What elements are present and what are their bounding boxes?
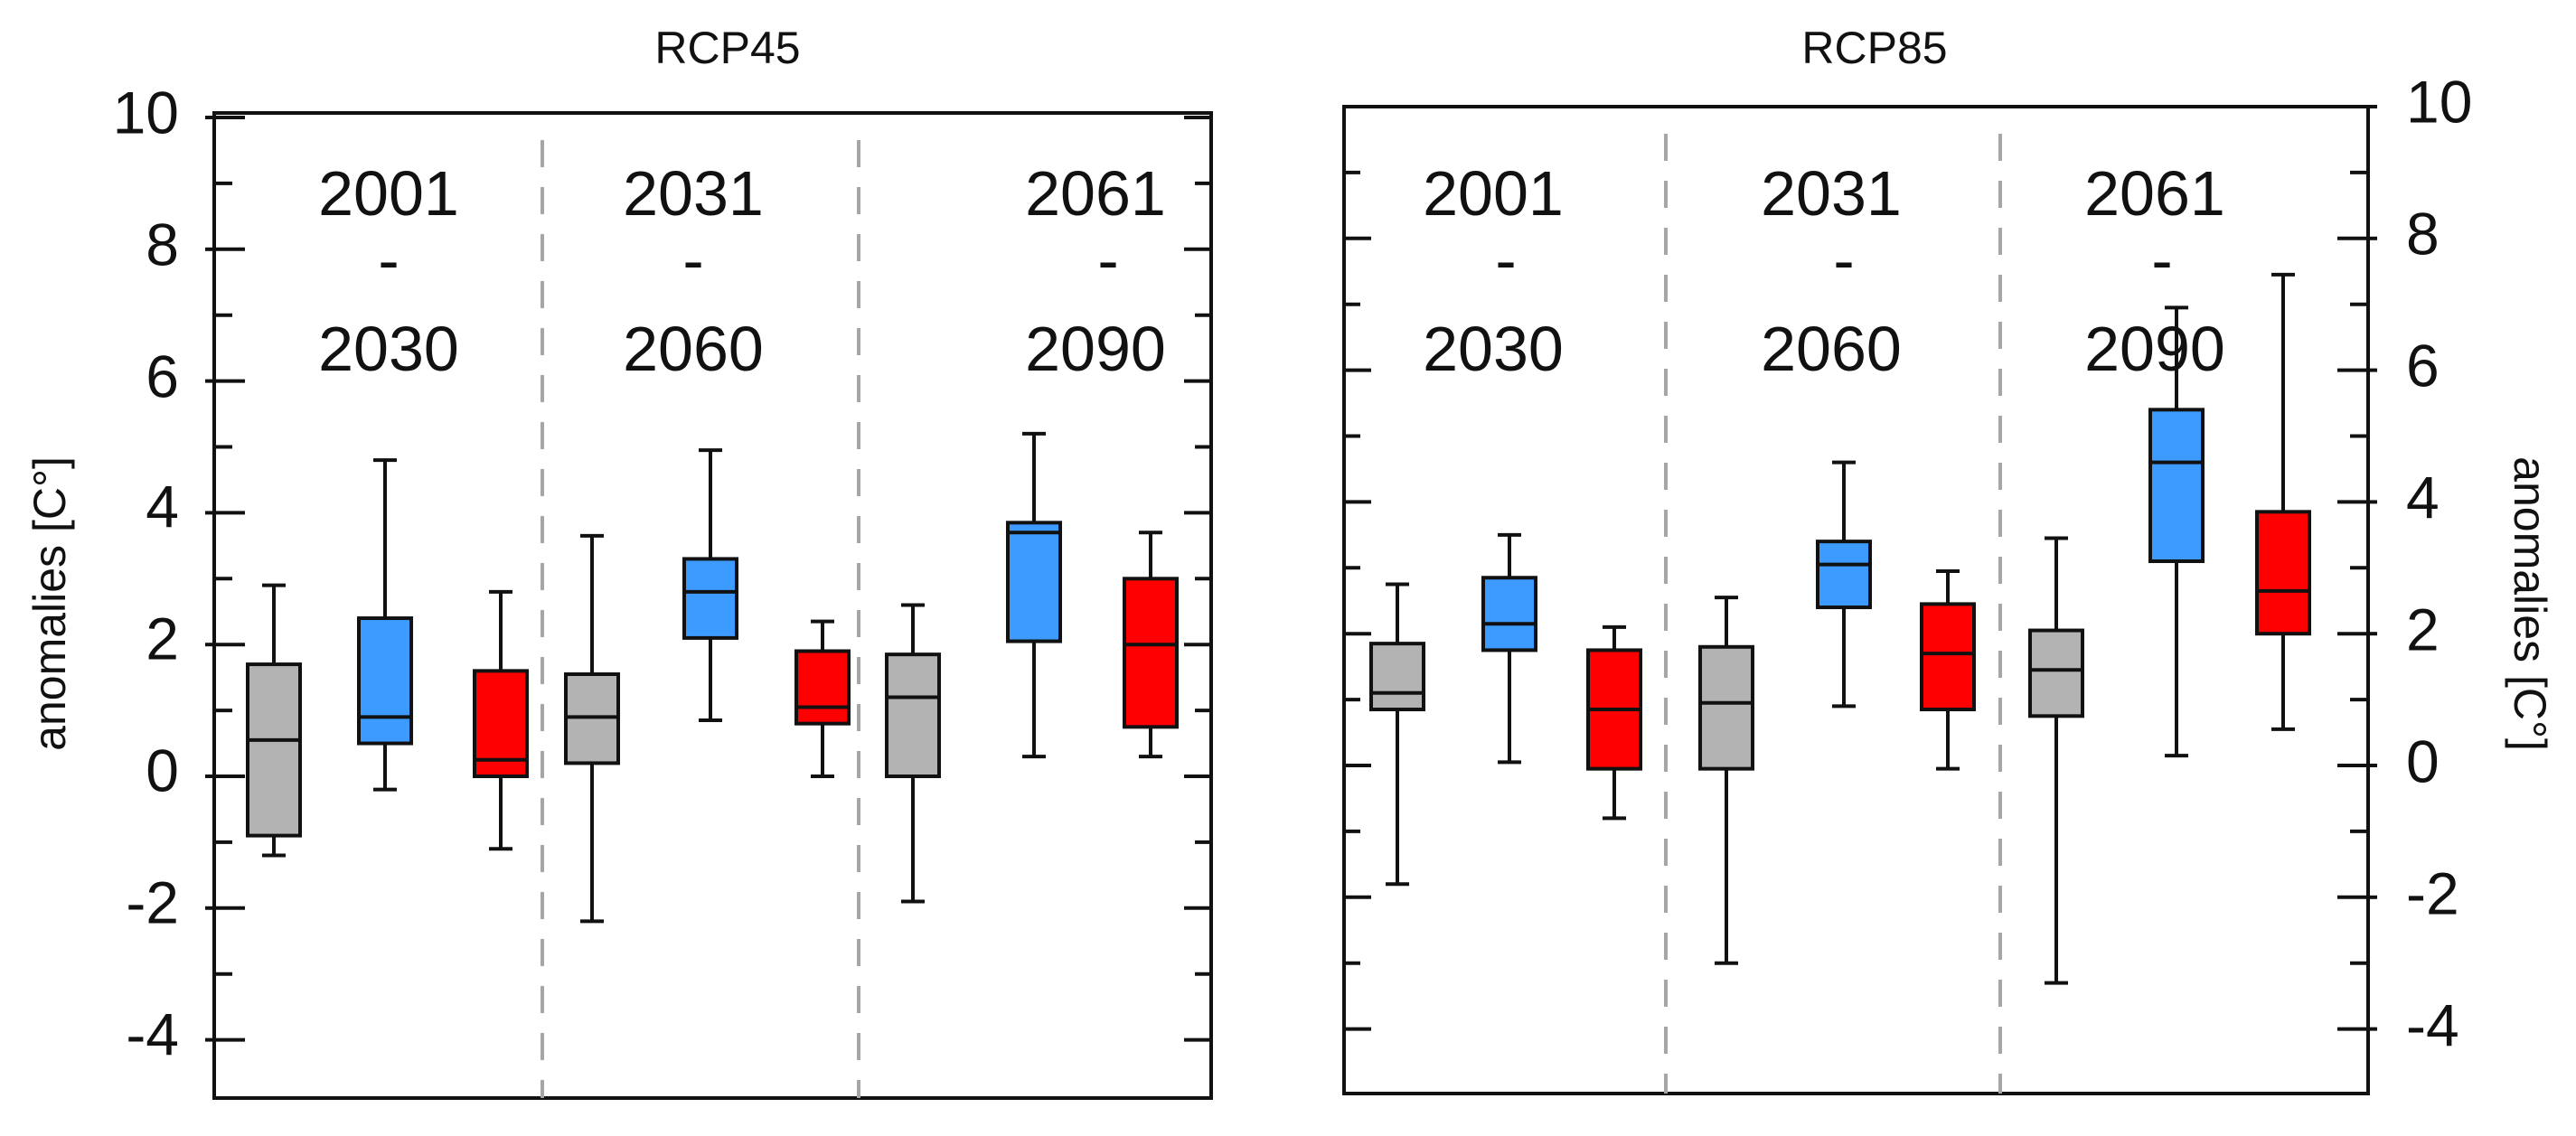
ytick-label: -4 bbox=[126, 1000, 179, 1067]
ytick-label: 0 bbox=[146, 737, 179, 803]
period-sep-label: - bbox=[2151, 225, 2172, 296]
box-red bbox=[473, 589, 529, 851]
box-gray bbox=[2028, 536, 2084, 985]
ytick-label: 10 bbox=[2406, 68, 2472, 135]
box-gray bbox=[885, 603, 941, 904]
box-iqr bbox=[2148, 408, 2205, 564]
box-red bbox=[1586, 624, 1642, 821]
ytick-label: -2 bbox=[126, 868, 179, 935]
period-end-label: 2060 bbox=[623, 314, 764, 384]
box-gray bbox=[564, 533, 620, 924]
ytick-label: -2 bbox=[2406, 859, 2459, 926]
box-iqr bbox=[1006, 521, 1062, 643]
period-start-label: 2061 bbox=[1025, 158, 1166, 229]
box-red bbox=[1920, 568, 1976, 771]
box-iqr bbox=[1481, 576, 1537, 652]
period-start-label: 2001 bbox=[1423, 158, 1564, 229]
chart-marks bbox=[205, 105, 2377, 1100]
y-axis-label-right: anomalies [C°] bbox=[2505, 456, 2555, 751]
period-start-label: 2031 bbox=[623, 158, 764, 229]
period-end-label: 2060 bbox=[1761, 314, 1902, 384]
box-iqr bbox=[246, 662, 302, 838]
ytick-label: 0 bbox=[2406, 728, 2440, 794]
box-iqr bbox=[1920, 602, 1976, 712]
left-ytick-labels: 10 8 6 4 2 0 -2 -4 bbox=[113, 79, 179, 1067]
period-labels-rcp85: 2001 - 2030 2031 - 2060 2061 - 2090 bbox=[1423, 158, 2225, 384]
yaxis-right-label-group: anomalies [C°] bbox=[2505, 456, 2555, 751]
box-blue bbox=[357, 458, 413, 792]
period-sep-label: - bbox=[378, 225, 399, 296]
period-start-label: 2061 bbox=[2084, 158, 2225, 229]
right-ytick-labels: 10 8 6 4 2 0 -2 -4 bbox=[2406, 68, 2472, 1058]
box-iqr bbox=[1123, 577, 1179, 729]
box-iqr bbox=[1369, 642, 1425, 712]
box-iqr bbox=[794, 649, 851, 726]
box-gray bbox=[1698, 596, 1754, 965]
panel-title-rcp85: RCP85 bbox=[1801, 23, 1947, 73]
box-gray bbox=[1369, 582, 1425, 887]
panel-rcp85: RCP85 anomalies [C°] 10 8 6 4 2 0 -2 -4 … bbox=[1423, 23, 2555, 1058]
panel-rcp45: RCP45 anomalies [C°] 10 8 6 4 2 0 -2 -4 … bbox=[24, 23, 1166, 1067]
ytick-label: 4 bbox=[146, 473, 179, 540]
box-iqr bbox=[2255, 510, 2311, 636]
ytick-label: 2 bbox=[146, 605, 179, 671]
ytick-label: 8 bbox=[2406, 200, 2440, 267]
box-red bbox=[2255, 272, 2311, 731]
yaxis-left-label-group: anomalies [C°] bbox=[24, 456, 75, 751]
plot-frame bbox=[212, 111, 1213, 1100]
period-sep-label: - bbox=[682, 225, 703, 296]
y-axis-label-left: anomalies [C°] bbox=[24, 456, 75, 751]
box-iqr bbox=[357, 616, 413, 746]
box-iqr bbox=[1816, 540, 1872, 610]
ytick-label: 6 bbox=[146, 343, 179, 409]
box-blue bbox=[1481, 532, 1537, 765]
period-end-label: 2090 bbox=[1025, 314, 1166, 384]
period-sep-label: - bbox=[1097, 225, 1118, 296]
box-iqr bbox=[682, 557, 738, 640]
box-gray bbox=[246, 583, 302, 858]
box-blue bbox=[2148, 305, 2205, 758]
box-iqr bbox=[1698, 644, 1754, 771]
period-start-label: 2031 bbox=[1761, 158, 1902, 229]
box-red bbox=[1123, 530, 1179, 759]
ytick-label: 10 bbox=[113, 79, 179, 146]
ytick-label: 4 bbox=[2406, 464, 2440, 530]
box-red bbox=[794, 619, 851, 778]
period-end-label: 2090 bbox=[2084, 314, 2225, 384]
box-blue bbox=[1006, 431, 1062, 759]
period-start-label: 2001 bbox=[318, 158, 459, 229]
box-blue bbox=[1816, 460, 1872, 709]
period-end-label: 2030 bbox=[1423, 314, 1564, 384]
period-labels-rcp45: 2001 - 2030 2031 - 2060 2061 - 2090 bbox=[318, 158, 1166, 384]
box-iqr bbox=[885, 652, 941, 779]
period-end-label: 2030 bbox=[318, 314, 459, 384]
panel-title-rcp45: RCP45 bbox=[654, 23, 800, 73]
ytick-label: -4 bbox=[2406, 991, 2459, 1058]
plot-frame bbox=[1342, 105, 2370, 1095]
ytick-label: 2 bbox=[2406, 596, 2440, 662]
period-sep-label: - bbox=[1833, 225, 1854, 296]
ytick-label: 6 bbox=[2406, 332, 2440, 399]
box-iqr bbox=[2028, 628, 2084, 718]
period-sep-label: - bbox=[1495, 225, 1516, 296]
ytick-label: 8 bbox=[146, 211, 179, 277]
box-blue bbox=[682, 448, 738, 723]
